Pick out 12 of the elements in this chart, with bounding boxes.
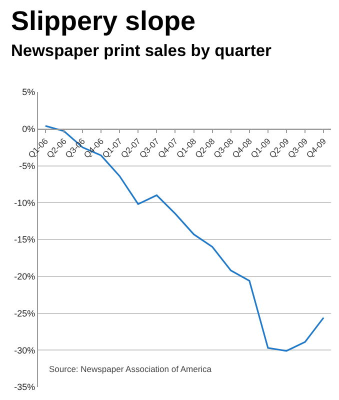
y-tick-label: -35% (14, 382, 36, 392)
y-tick-label: -15% (14, 234, 36, 245)
y-tick-label: -10% (14, 198, 36, 208)
chart-subtitle: Newspaper print sales by quarter (11, 42, 272, 60)
y-tick-label: 0% (22, 124, 36, 134)
y-tick-label: -25% (14, 308, 36, 318)
y-tick-label: -30% (14, 345, 36, 356)
y-tick-label: -5% (19, 160, 36, 171)
y-tick-label: -20% (14, 272, 36, 282)
annotation: Source: Newspaper Association of America (49, 364, 212, 374)
chart-title: Slippery slope (11, 6, 196, 36)
y-tick-label: 5% (22, 87, 36, 98)
